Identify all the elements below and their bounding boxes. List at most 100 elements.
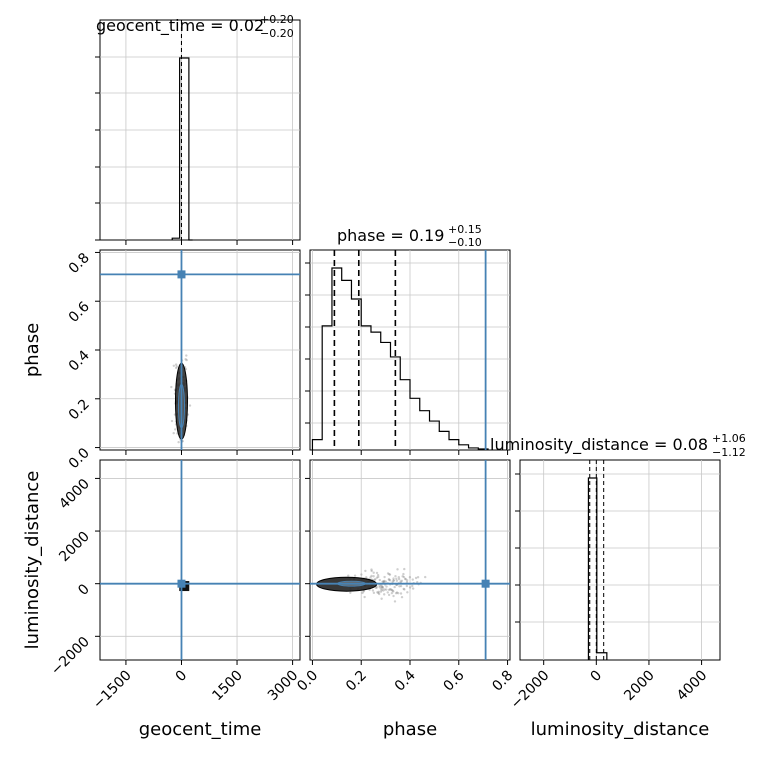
scatter-point <box>382 589 385 592</box>
scatter-point <box>386 572 390 575</box>
xlabel-geocent-time: geocent_time <box>139 719 262 740</box>
title-geocent-time-sub: −0.20 <box>260 27 294 40</box>
scatter-point <box>388 588 392 591</box>
scatter-point <box>380 588 383 592</box>
scatter-point <box>370 574 373 578</box>
scatter-point <box>392 579 395 582</box>
scatter-point <box>375 586 378 589</box>
scatter-point <box>401 575 404 578</box>
scatter-point <box>376 573 380 577</box>
title-luminosity-distance: luminosity_distance = 0.08 <box>490 435 708 455</box>
scatter-point <box>379 587 383 590</box>
ylabel-luminosity-distance: luminosity_distance <box>22 471 43 650</box>
x-tick-label: 2000 <box>621 668 658 705</box>
title-geocent-time: geocent_time = 0.02 <box>96 16 264 36</box>
scatter-point <box>380 585 383 588</box>
scatter-point <box>388 573 392 576</box>
scatter-point <box>395 591 399 594</box>
scatter-point <box>377 591 380 595</box>
scatter-point <box>404 578 407 581</box>
scatter-point <box>172 364 176 367</box>
scatter-point <box>378 585 381 589</box>
scatter-point <box>403 588 406 591</box>
scatter-point <box>400 595 404 599</box>
y-tick-label: 0.6 <box>66 299 93 326</box>
scatter-point <box>383 579 386 583</box>
scatter-point <box>184 358 187 361</box>
scatter-point <box>361 591 364 595</box>
scatter-point <box>397 592 400 595</box>
y-tick-label: 0 <box>75 581 93 599</box>
scatter-point <box>360 573 363 576</box>
scatter-point <box>365 576 368 579</box>
scatter-point <box>404 577 407 581</box>
scatter-point <box>372 591 376 595</box>
scatter-point <box>373 578 376 582</box>
scatter-point <box>393 600 397 603</box>
scatter-point <box>406 591 409 594</box>
scatter-point <box>382 580 385 583</box>
xlabel-luminosity-distance: luminosity_distance <box>531 719 710 740</box>
title-phase-sup: +0.15 <box>448 223 482 236</box>
scatter-point <box>392 579 395 582</box>
scatter-point <box>177 440 180 444</box>
y-tick-label: 0.2 <box>66 396 93 423</box>
scatter-point <box>416 576 420 579</box>
injection-marker <box>177 579 186 588</box>
scatter-point <box>185 354 188 357</box>
scatter-point <box>411 587 415 590</box>
scatter-point <box>390 591 394 595</box>
x-tick-label: 0.6 <box>441 667 468 694</box>
scatter-point <box>377 590 380 594</box>
scatter-point <box>349 591 352 594</box>
x-tick-label: −1500 <box>90 668 135 713</box>
scatter-point <box>411 584 414 588</box>
scatter-point <box>402 575 406 579</box>
scatter-point <box>381 580 384 583</box>
scatter-point <box>392 594 395 598</box>
scatter-point <box>188 404 192 407</box>
scatter-point <box>389 588 393 591</box>
hist-luminosity-distance <box>587 477 608 660</box>
scatter-point <box>405 584 409 588</box>
title-luminosity-distance-sub: −1.12 <box>712 446 746 459</box>
x-tick-label: 1500 <box>209 668 246 705</box>
scatter-point <box>399 580 402 583</box>
scatter-point <box>395 579 399 582</box>
scatter-point <box>383 588 386 591</box>
scatter-point <box>376 591 379 594</box>
scatter-point <box>399 584 403 588</box>
title-phase-sub: −0.10 <box>448 236 482 249</box>
scatter-point <box>408 576 412 579</box>
scatter-point <box>374 577 377 581</box>
title-geocent-time-main: geocent_time = 0.02 <box>96 16 264 36</box>
scatter-point <box>388 578 391 581</box>
x-tick-label: 0.8 <box>489 668 516 695</box>
scatter-point <box>387 588 391 592</box>
scatter-point <box>382 593 386 596</box>
scatter-point <box>377 592 381 596</box>
scatter-point <box>172 431 175 435</box>
scatter-point <box>174 363 178 366</box>
y-tick-label: 4000 <box>56 476 93 513</box>
scatter-point <box>397 575 401 579</box>
y-tick-label: −2000 <box>48 634 93 679</box>
hist-geocent-time <box>171 57 193 241</box>
scatter-point <box>386 591 389 594</box>
scatter-point <box>392 590 395 593</box>
scatter-point <box>408 586 412 589</box>
injection-marker <box>481 579 490 588</box>
scatter-point <box>170 385 173 389</box>
scatter-point <box>369 576 372 579</box>
scatter-point <box>387 593 391 597</box>
panel-ld-vs-geocent <box>99 459 301 661</box>
scatter-point <box>364 569 367 573</box>
x-tick-label: 0 <box>173 668 191 686</box>
scatter-point <box>175 365 179 368</box>
scatter-point <box>411 578 414 581</box>
scatter-point <box>405 579 409 582</box>
scatter-point <box>403 567 406 571</box>
scatter-point <box>383 575 386 579</box>
x-tick-label: −2000 <box>508 668 553 713</box>
